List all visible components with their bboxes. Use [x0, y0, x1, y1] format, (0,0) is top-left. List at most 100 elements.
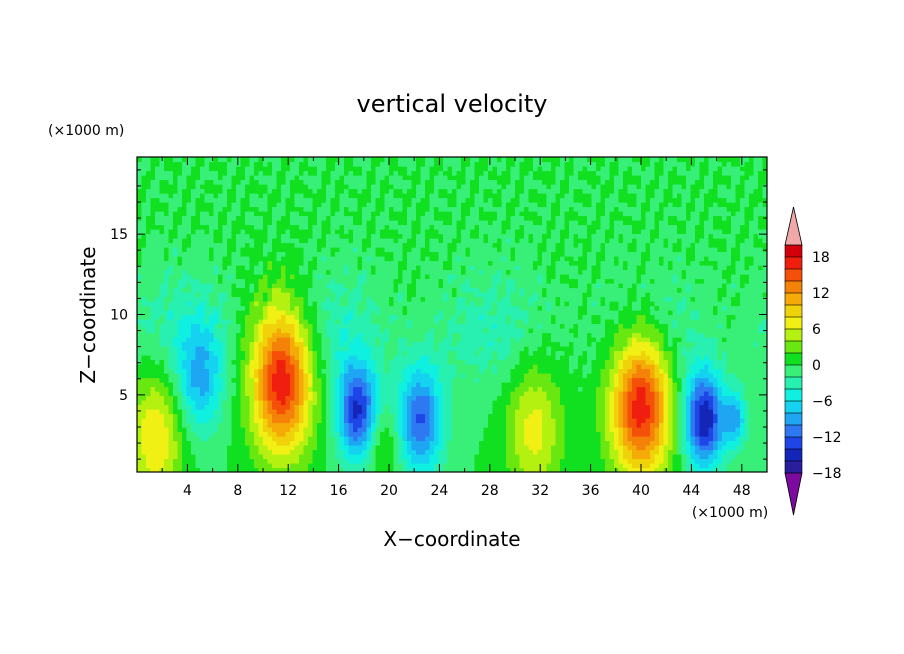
field-cell — [249, 445, 255, 451]
field-cell — [366, 296, 372, 302]
field-cell — [411, 364, 417, 370]
field-cell — [411, 454, 417, 460]
field-cell — [182, 175, 188, 181]
field-cell — [411, 274, 417, 280]
field-cell — [155, 215, 161, 221]
field-cell — [348, 341, 354, 347]
field-cell — [213, 269, 219, 275]
field-cell — [263, 161, 269, 167]
field-cell — [249, 319, 255, 325]
field-cell — [173, 346, 179, 352]
field-cell — [456, 400, 462, 406]
field-cell — [290, 202, 296, 208]
field-cell — [177, 337, 183, 343]
field-cell — [249, 427, 255, 433]
field-cell — [344, 287, 350, 293]
field-cell — [281, 355, 287, 361]
field-cell — [254, 436, 260, 442]
field-cell — [213, 233, 219, 239]
field-cell — [317, 220, 323, 226]
field-cell — [303, 170, 309, 176]
field-cell — [299, 238, 305, 244]
field-cell — [263, 359, 269, 365]
field-cell — [312, 386, 318, 392]
field-cell — [218, 265, 224, 271]
field-cell — [168, 427, 174, 433]
field-cell — [393, 278, 399, 284]
field-cell — [200, 332, 206, 338]
field-cell — [186, 395, 192, 401]
field-cell — [398, 427, 404, 433]
field-cell — [335, 422, 341, 428]
field-cell — [285, 391, 291, 397]
field-cell — [285, 337, 291, 343]
field-cell — [434, 323, 440, 329]
field-cell — [366, 193, 372, 199]
x-axis-label: X−coordinate — [383, 527, 520, 551]
field-cell — [438, 328, 444, 334]
field-cell — [146, 386, 152, 392]
field-cell — [294, 404, 300, 410]
field-cell — [330, 287, 336, 293]
field-cell — [429, 193, 435, 199]
field-cell — [434, 287, 440, 293]
field-cell — [420, 386, 426, 392]
field-cell — [299, 431, 305, 437]
field-cell — [425, 265, 431, 271]
field-cell — [371, 211, 377, 217]
field-cell — [137, 467, 143, 472]
field-cell — [249, 278, 255, 284]
field-cell — [204, 157, 210, 163]
field-cell — [402, 305, 408, 311]
field-cell — [344, 211, 350, 217]
field-cell — [137, 260, 143, 266]
field-cell — [330, 431, 336, 437]
field-cell — [245, 391, 251, 397]
field-cell — [303, 292, 309, 298]
field-cell — [447, 440, 453, 446]
field-cell — [389, 449, 395, 455]
field-cell — [308, 265, 314, 271]
field-cell — [407, 260, 413, 266]
field-cell — [267, 355, 273, 361]
field-cell — [159, 436, 165, 442]
field-cell — [191, 224, 197, 230]
field-cell — [447, 211, 453, 217]
field-cell — [420, 467, 426, 472]
field-cell — [371, 373, 377, 379]
field-cell — [276, 278, 282, 284]
field-cell — [402, 179, 408, 185]
field-cell — [308, 251, 314, 257]
field-cell — [186, 332, 192, 338]
field-cell — [420, 278, 426, 284]
field-cell — [272, 463, 278, 469]
field-cell — [209, 440, 215, 446]
field-cell — [357, 278, 363, 284]
field-cell — [339, 166, 345, 172]
field-cell — [231, 364, 237, 370]
field-cell — [317, 436, 323, 442]
field-cell — [452, 161, 458, 167]
field-cell — [425, 215, 431, 221]
field-cell — [312, 337, 318, 343]
field-cell — [321, 256, 327, 262]
field-cell — [452, 202, 458, 208]
field-cell — [155, 211, 161, 217]
field-cell — [240, 161, 246, 167]
field-cell — [393, 310, 399, 316]
field-cell — [254, 157, 260, 163]
field-cell — [330, 170, 336, 176]
field-cell — [137, 337, 143, 343]
field-cell — [438, 184, 444, 190]
field-cell — [294, 188, 300, 194]
field-cell — [150, 215, 156, 221]
field-cell — [344, 332, 350, 338]
field-cell — [267, 337, 273, 343]
field-cell — [389, 193, 395, 199]
field-cell — [317, 328, 323, 334]
field-cell — [321, 422, 327, 428]
field-cell — [213, 197, 219, 203]
field-cell — [362, 242, 368, 248]
field-cell — [240, 323, 246, 329]
field-cell — [276, 224, 282, 230]
